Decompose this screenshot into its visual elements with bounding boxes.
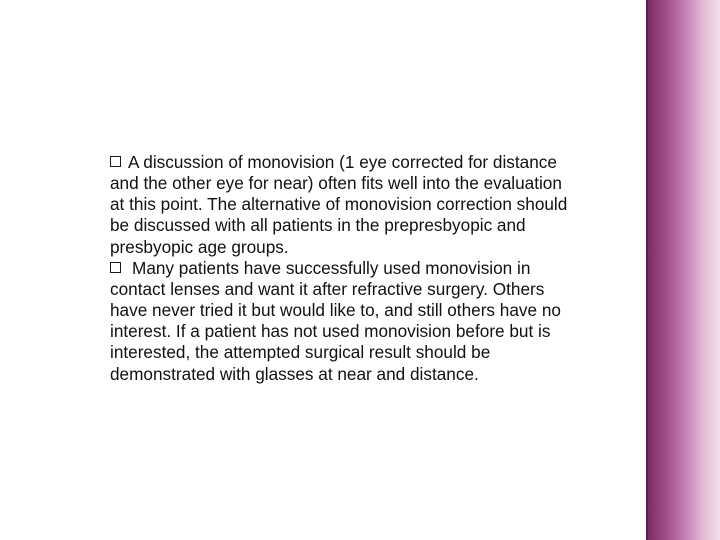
bullet-item: A discussion of monovision (1 eye correc…: [110, 152, 568, 258]
paragraph-text: A discussion of monovision (1 eye correc…: [110, 152, 568, 258]
bullet-item: Many patients have successfully used mon…: [110, 258, 568, 385]
paragraph-text: Many patients have successfully used mon…: [110, 258, 568, 385]
decorative-side-strip: [646, 0, 720, 540]
slide-content: A discussion of monovision (1 eye correc…: [110, 152, 568, 385]
checkbox-bullet-icon: [110, 262, 121, 273]
checkbox-bullet-icon: [110, 156, 121, 167]
